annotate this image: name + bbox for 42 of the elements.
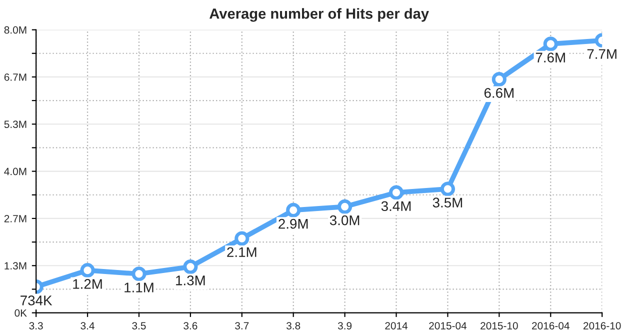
point [440, 182, 456, 196]
y-tick-label: 6.7M [4, 73, 26, 81]
x-tick-label: 3.3 [29, 322, 43, 330]
point [543, 36, 558, 52]
data-label: 1.3M [176, 276, 205, 286]
point [183, 260, 198, 274]
x-tick-label: 2015-04 [429, 322, 467, 330]
data-label: 3.0M [330, 215, 360, 226]
data-label: 7.7M [587, 49, 616, 59]
point [338, 199, 352, 214]
data-label: 2.1M [227, 247, 256, 257]
data-label: 1.1M [124, 282, 154, 292]
y-tick-label: 1.3M [4, 262, 26, 270]
point [286, 202, 301, 218]
data-label: 3.5M [432, 198, 462, 208]
x-tick-label: 3.7 [235, 322, 249, 330]
point [80, 263, 95, 278]
point [234, 231, 250, 246]
data-label: 7.6M [536, 52, 565, 62]
x-tick-label: 3.5 [132, 322, 146, 330]
x-tick-label: 2014 [385, 322, 408, 330]
x-tick-label: 3.9 [338, 322, 352, 330]
point [388, 185, 404, 200]
data-label: 1.2M [73, 279, 102, 289]
y-tick-label: 5.3M [4, 120, 26, 128]
x-tick-label: 3.8 [286, 322, 300, 330]
x-tick-label: 2015-10 [480, 322, 518, 330]
data-label: 2.9M [278, 218, 308, 229]
point [492, 72, 506, 87]
x-tick-label: 2016-10 [584, 322, 621, 330]
data-label: 734K [20, 296, 52, 306]
point [132, 266, 146, 282]
y-tick-label: 0K [14, 309, 27, 317]
x-tick-label: 2016-04 [532, 322, 570, 330]
x-tick-label: 3.6 [184, 322, 198, 330]
y-tick-label: 8.0M [4, 26, 26, 34]
chart-title: Average number of Hits per day [210, 8, 429, 22]
data-label: 3.4M [381, 201, 411, 212]
data-label: 6.6M [484, 88, 514, 98]
y-tick-label: 4.0M [4, 168, 26, 176]
y-tick-label: 2.7M [4, 214, 26, 222]
x-tick-label: 3.4 [80, 322, 94, 330]
